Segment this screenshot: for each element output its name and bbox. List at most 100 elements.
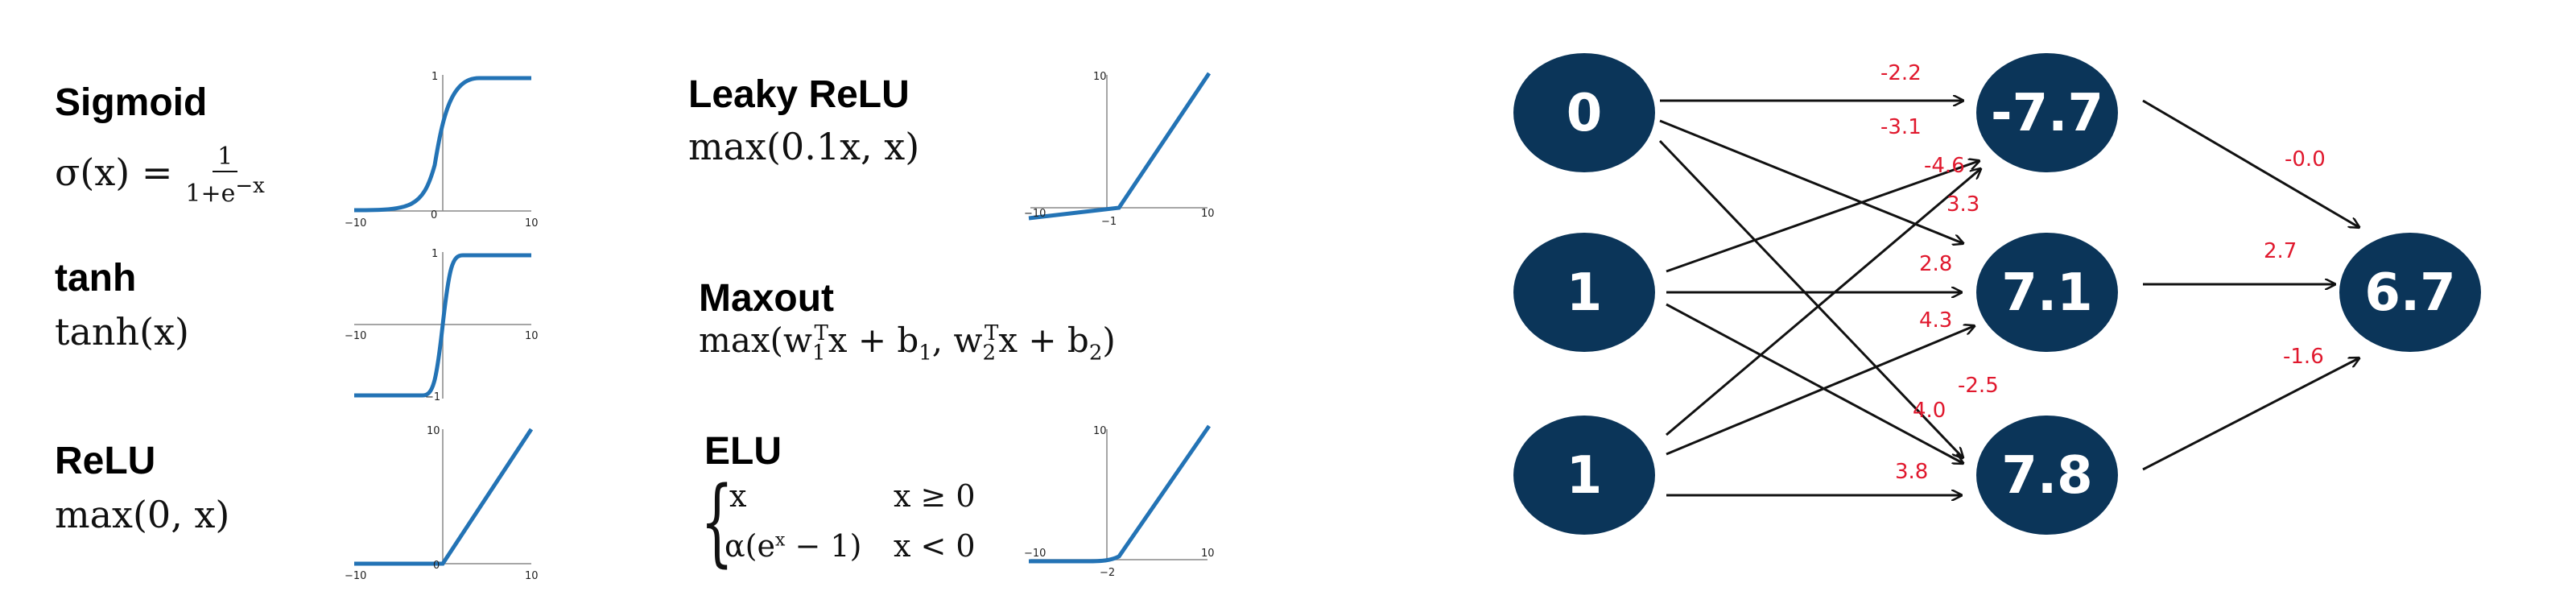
hidden-node-2-value: 7.1 (2001, 263, 2092, 323)
input-node-2-value: 1 (1567, 263, 1603, 323)
weight-label-input3-hidden3: 3.8 (1895, 460, 1928, 484)
weight-label-input3-hidden2: 4.0 (1913, 399, 1946, 423)
relu-plot: −10 0 10 10 (345, 425, 539, 582)
tick-y-top: 1 (431, 248, 438, 260)
weight-label-hidden3-output: -1.6 (2283, 345, 2324, 369)
edge-input2-hidden1 (1666, 161, 1979, 273)
tick-x-mid: 0 (433, 560, 440, 572)
edge-input2-hidden3 (1666, 303, 1963, 463)
elu-case1-cond: x ≥ 0 (894, 478, 976, 514)
tanh-plot: −10 10 1 −1 (345, 248, 539, 403)
tick-x-right: 10 (525, 217, 539, 229)
maxout-part4: x + b (998, 320, 1089, 360)
sigmoid-curve (353, 76, 531, 213)
weight-label-hidden1-output: -0.0 (2285, 147, 2326, 172)
sigmoid-formula: σ(x) = 1 1+e−x (55, 143, 270, 208)
relu-title: ReLU (55, 440, 156, 482)
elu-curve (1029, 424, 1212, 564)
input-node-2-circle (1513, 233, 1655, 352)
elu-case2-cond: x < 0 (894, 528, 976, 564)
edge-hidden3-output (2142, 358, 2359, 471)
sigmoid-title: Sigmoid (55, 81, 208, 124)
input-node-3: 1 (1513, 416, 1655, 535)
sigmoid-den-base: 1+e (185, 180, 236, 208)
hidden-node-3: 7.8 (1976, 416, 2118, 535)
sigmoid-denominator: 1+e−x (180, 172, 269, 208)
elu-plot: −10 −2 10 10 (1024, 424, 1215, 579)
weight-label-input1-hidden2: -3.1 (1880, 115, 1922, 139)
weight-label-input2-hidden2: 2.8 (1919, 252, 1952, 276)
maxout-b1-sub: 1 (919, 341, 932, 366)
maxout-w2-sup: T (985, 321, 999, 345)
tick-x-left: −10 (1024, 548, 1046, 560)
elu-title: ELU (704, 430, 782, 473)
tick-x-left: −10 (1024, 208, 1046, 220)
relu-curve (354, 428, 534, 566)
maxout-b2-sub: 2 (1088, 341, 1103, 366)
maxout-formula: max(w1Tx + b1, w2Tx + b2) (699, 320, 1116, 365)
elu-case2-expr: α(ex − 1) (724, 528, 861, 564)
maxout-w1-sup: T (814, 321, 828, 345)
tick-y-bottom: −1 (425, 391, 440, 403)
input-node-1: 0 (1513, 53, 1655, 172)
edge-hidden1-output (2142, 99, 2359, 227)
relu-formula: max(0, x) (55, 493, 230, 536)
elu-case1-expr: x (729, 478, 747, 514)
elu-case2-b: − 1) (785, 528, 862, 564)
elu-formula: { x x ≥ 0 α(ex − 1) x < 0 (700, 465, 990, 581)
maxout-part1: max(w (699, 320, 812, 360)
tick-x-right: 10 (525, 330, 539, 342)
tick-x-right: 10 (525, 570, 539, 582)
edge-input1-hidden3 (1658, 139, 1963, 457)
elu-case2-a: α(e (724, 528, 775, 564)
tanh-formula: tanh(x) (55, 310, 189, 354)
maxout-w1-sub: 1 (811, 341, 826, 366)
tick-x-right: 10 (1201, 208, 1215, 220)
maxout-part5: ) (1102, 320, 1116, 360)
leaky-relu-formula: max(0.1x, x) (688, 125, 920, 168)
output-node-value: 6.7 (2364, 263, 2455, 323)
weight-label-input3-hidden1: -2.5 (1958, 374, 1999, 398)
tick-y-top: 1 (431, 71, 438, 83)
weight-label-input2-hidden3: 4.3 (1919, 308, 1952, 333)
input-node-1-value: 0 (1567, 84, 1603, 143)
hidden-node-2: 7.1 (1976, 233, 2118, 352)
input-node-3-value: 1 (1567, 446, 1603, 506)
tick-x-left: −10 (345, 330, 366, 342)
leaky-relu-plot: −10 −1 10 10 (1024, 71, 1215, 228)
output-node-circle (2339, 233, 2481, 352)
sigmoid-numerator: 1 (213, 143, 238, 172)
hidden-node-1-circle (1976, 53, 2118, 172)
hidden-node-1-value: -7.7 (1991, 84, 2103, 143)
tick-x-left: −10 (345, 217, 366, 229)
edge-input3-hidden2 (1666, 326, 1974, 456)
input-node-2: 1 (1513, 233, 1655, 352)
leaky-relu-curve (1028, 72, 1212, 221)
tick-x-left: −10 (345, 570, 366, 582)
nodes: 0 1 1 -7.7 7.1 7.8 6.7 (1513, 53, 2481, 535)
output-node: 6.7 (2339, 233, 2481, 352)
edge-input3-hidden1 (1666, 169, 1980, 436)
hidden-node-1: -7.7 (1976, 53, 2118, 172)
hidden-node-2-circle (1976, 233, 2118, 352)
leaky-relu-title: Leaky ReLU (688, 73, 910, 116)
tick-x-right: 10 (1201, 548, 1215, 560)
hidden-node-3-circle (1976, 416, 2118, 535)
hidden-node-3-value: 7.8 (2001, 446, 2092, 506)
tick-y-top: 10 (1093, 71, 1107, 83)
sigmoid-den-exp: −x (235, 174, 265, 198)
weight-label-input1-hidden3: -4.6 (1924, 154, 1965, 178)
sigmoid-lhs: σ(x) = (55, 151, 173, 194)
tick-y-top: 10 (1093, 425, 1107, 437)
input-node-3-circle (1513, 416, 1655, 535)
maxout-w2-sub: 2 (982, 341, 996, 366)
weight-label-input2-hidden1: 3.3 (1946, 192, 1979, 217)
edge-input1-hidden2 (1659, 119, 1963, 243)
tick-x-mid: 0 (431, 209, 437, 221)
elu-brace: { (700, 465, 734, 577)
tick-y-top: 10 (427, 425, 440, 437)
maxout-part2: x + b (828, 320, 919, 360)
elu-case2-sup: x (774, 530, 786, 551)
tanh-curve (354, 253, 531, 398)
tick-x-mid: −1 (1101, 216, 1117, 228)
